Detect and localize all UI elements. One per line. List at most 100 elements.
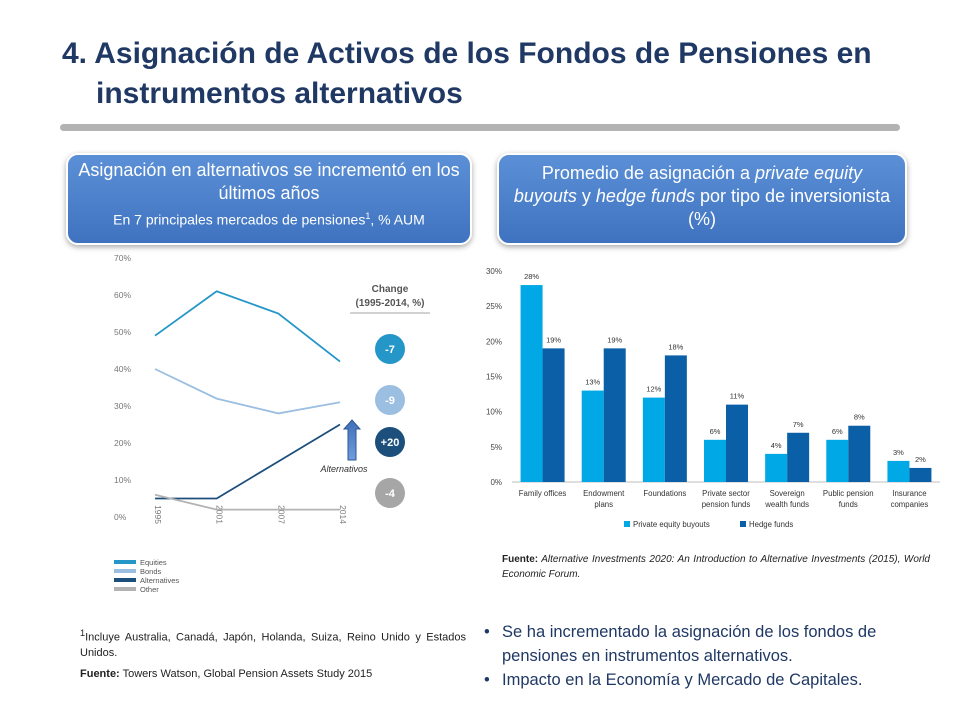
bar bbox=[887, 460, 910, 482]
bar-value-label: 12% bbox=[646, 385, 661, 394]
bar-value-label: 8% bbox=[854, 413, 865, 422]
category-label: Private sector bbox=[702, 489, 750, 498]
left-subtitle-footnote-mark: 1 bbox=[365, 211, 371, 221]
x-tick-label: 2007 bbox=[276, 505, 286, 524]
left-chart-source: Fuente: Towers Watson, Global Pension As… bbox=[80, 667, 466, 682]
series-line-other bbox=[154, 493, 340, 511]
change-badge bbox=[375, 427, 405, 457]
left-subtitle-text: En 7 principales mercados de pensiones bbox=[113, 211, 366, 228]
right-chart-source: Fuente: Alternative Investments 2020: An… bbox=[502, 552, 930, 582]
right-heading-emphasis-2: hedge funds bbox=[595, 186, 696, 206]
change-badge bbox=[375, 385, 405, 415]
left-heading-subtitle: En 7 principales mercados de pensiones1,… bbox=[68, 211, 470, 228]
y-tick-label: 20% bbox=[486, 337, 502, 346]
right-heading-emphasis-1: private equity buyouts bbox=[513, 163, 863, 206]
slide-title-line-2: instrumentos alternativos bbox=[96, 77, 463, 110]
bar-value-label: 4% bbox=[771, 441, 782, 450]
legend-label: Equities bbox=[140, 558, 167, 567]
category-label: funds bbox=[839, 500, 858, 509]
bar bbox=[642, 397, 665, 482]
change-title-line-2: (1995-2014, %) bbox=[356, 298, 425, 309]
bar-value-label: 19% bbox=[546, 335, 561, 344]
right-heading-text: Promedio de asignación a private equity … bbox=[499, 155, 905, 231]
legend-swatch bbox=[740, 521, 746, 527]
bar bbox=[704, 439, 726, 482]
bar-value-label: 18% bbox=[668, 342, 683, 351]
y-tick-label: 5% bbox=[490, 443, 502, 452]
change-badge-label: +20 bbox=[381, 437, 400, 449]
legend-label: Bonds bbox=[140, 567, 162, 576]
left-subtitle-suffix: , % AUM bbox=[370, 211, 425, 228]
y-tick-label: 20% bbox=[114, 438, 131, 448]
bullet-list: Se ha incrementado la asignación de los … bbox=[484, 620, 954, 692]
category-label: Insurance bbox=[892, 489, 926, 498]
footnote-countries: 1Incluye Australia, Canadá, Japón, Holan… bbox=[80, 626, 466, 661]
right-heading-part-3: por tipo de inversionista (%) bbox=[688, 186, 891, 229]
legend-swatch bbox=[114, 578, 136, 582]
y-tick-label: 30% bbox=[486, 267, 502, 276]
y-tick-label: 15% bbox=[486, 373, 502, 382]
y-tick-label: 70% bbox=[114, 253, 131, 263]
bar bbox=[581, 390, 604, 482]
bar-value-label: 19% bbox=[607, 335, 622, 344]
series-line-equities bbox=[154, 290, 341, 363]
bar bbox=[848, 425, 871, 482]
bar bbox=[603, 348, 626, 482]
bar-value-label: 13% bbox=[585, 378, 600, 387]
left-source-label: Fuente: bbox=[80, 667, 120, 680]
change-title-line-1: Change bbox=[372, 284, 409, 295]
bar-value-label: 2% bbox=[915, 455, 926, 464]
series-line-alternatives bbox=[155, 423, 341, 500]
legend-label: Hedge funds bbox=[749, 520, 793, 529]
y-tick-label: 25% bbox=[486, 302, 502, 311]
bar bbox=[765, 453, 788, 482]
slide-title: 4. Asignación de Activos de los Fondos d… bbox=[62, 34, 932, 114]
left-footnote: 1Incluye Australia, Canadá, Japón, Holan… bbox=[80, 626, 466, 682]
y-tick-label: 40% bbox=[114, 364, 131, 374]
legend-swatch bbox=[624, 521, 630, 527]
category-label: wealth funds bbox=[764, 500, 809, 509]
bar bbox=[520, 285, 543, 482]
bar bbox=[826, 439, 849, 482]
legend-swatch bbox=[114, 587, 136, 591]
line-chart-allocation: 0% 10% 20% 30% 40% 50% 60% 70% 1995 2001 2007 2014… bbox=[114, 253, 430, 594]
bar-value-label: 28% bbox=[524, 272, 539, 281]
bar-value-label: 11% bbox=[730, 392, 745, 401]
bar bbox=[664, 355, 687, 482]
x-tick-label: 2014 bbox=[338, 505, 348, 524]
y-tick-label: 60% bbox=[114, 290, 131, 300]
bar bbox=[542, 348, 565, 482]
legend-swatch bbox=[114, 560, 136, 564]
bar-value-label: 7% bbox=[793, 420, 804, 429]
category-label: plans bbox=[594, 500, 613, 509]
right-source-label: Fuente: bbox=[502, 554, 539, 565]
right-source-text: Alternative Investments 2020: An Introdu… bbox=[502, 554, 930, 580]
bar-chart-investor-type: 0% 5% 10% 15% 20% 25% 30% 28% 19% 13% 19% 12% 18% 6%… bbox=[486, 267, 940, 529]
x-tick-label: 1995 bbox=[153, 505, 163, 524]
footnote-mark: 1 bbox=[80, 628, 86, 638]
series-line-bonds bbox=[154, 368, 341, 415]
change-badge-label: -4 bbox=[385, 488, 396, 500]
bullet-item: Impacto en la Economía y Mercado de Capi… bbox=[484, 668, 954, 692]
bullet-item: Se ha incrementado la asignación de los … bbox=[484, 620, 954, 668]
x-tick-label: 2001 bbox=[215, 505, 225, 524]
y-tick-label: 0% bbox=[114, 512, 127, 522]
bar bbox=[787, 432, 810, 482]
right-heading-part-1: Promedio de asignación a bbox=[541, 163, 756, 183]
change-badge-label: -9 bbox=[385, 395, 395, 407]
category-label: Endowment bbox=[583, 489, 625, 498]
category-label: Foundations bbox=[643, 489, 686, 498]
left-heading-box: Asignación en alternativos se incrementó… bbox=[66, 153, 472, 245]
change-badge bbox=[375, 334, 405, 364]
change-badge-label: -7 bbox=[385, 344, 395, 356]
y-tick-label: 50% bbox=[114, 327, 131, 337]
left-source-text: Towers Watson, Global Pension Assets Stu… bbox=[119, 667, 373, 680]
footnote-text: Incluye Australia, Canadá, Japón, Holand… bbox=[80, 631, 466, 659]
y-tick-label: 30% bbox=[114, 401, 131, 411]
category-label: companies bbox=[891, 500, 929, 509]
bar bbox=[726, 404, 748, 482]
legend-swatch bbox=[114, 569, 136, 573]
title-divider bbox=[60, 124, 900, 131]
bar bbox=[909, 467, 932, 482]
alternatives-up-arrow bbox=[342, 419, 362, 461]
